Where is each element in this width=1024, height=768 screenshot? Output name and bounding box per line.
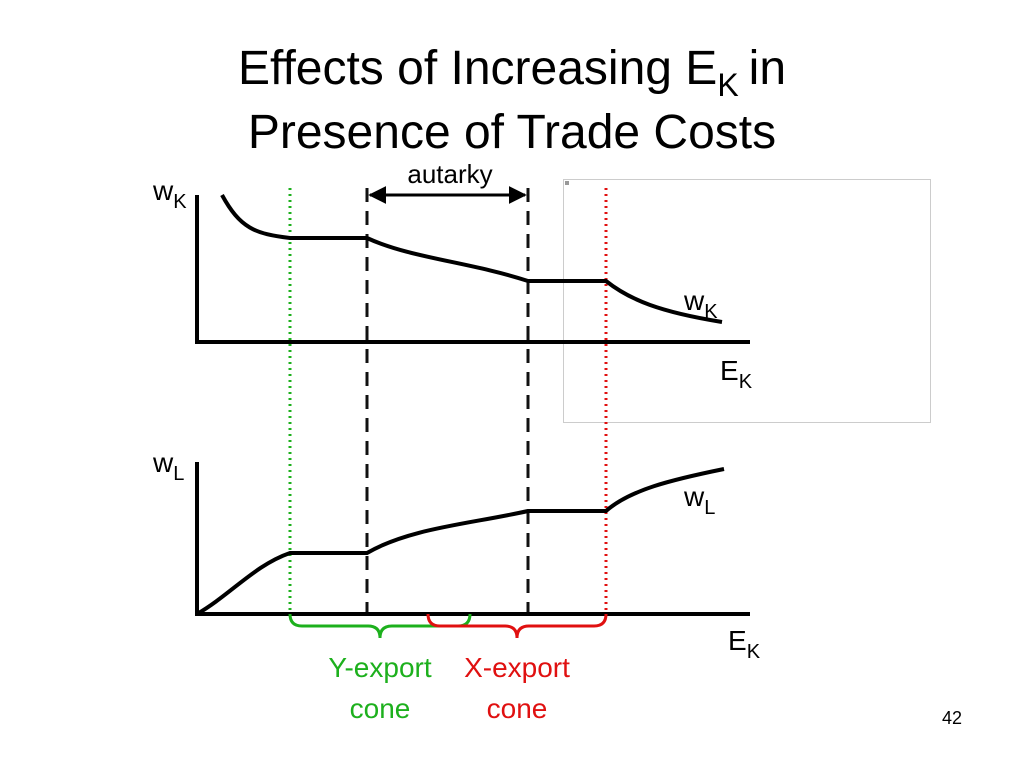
top-axes: [195, 195, 750, 344]
title-subscript: K: [717, 67, 738, 103]
x-axis-label: EK: [728, 625, 761, 663]
y-export-label: Y-export: [328, 652, 431, 683]
autarky-label: autarky: [407, 159, 492, 189]
title-line2: Presence of Trade Costs: [248, 106, 776, 159]
wl-curve: [196, 467, 725, 616]
y-axis-label: wK: [152, 175, 187, 213]
subscript: K: [704, 301, 718, 323]
symbol: w: [152, 175, 174, 206]
symbol: w: [152, 447, 174, 478]
symbol: w: [683, 481, 705, 512]
image-icon: [565, 181, 569, 185]
x-export-brace: [426, 613, 608, 639]
title-line1: Effects of Increasing EK in: [238, 42, 786, 103]
y-export-label: cone: [350, 693, 411, 724]
symbol: w: [683, 285, 705, 316]
image-placeholder: [563, 179, 931, 423]
title-text: in: [749, 42, 786, 95]
wk-curve: [220, 194, 723, 324]
x-export-label: X-export: [464, 652, 570, 683]
subscript: K: [173, 191, 187, 213]
symbol: E: [720, 355, 739, 386]
y-axis-label: wL: [152, 447, 184, 485]
curve-label: wL: [683, 481, 715, 519]
page-number: 42: [942, 708, 962, 728]
subscript: K: [747, 641, 761, 663]
subscript: K: [739, 371, 753, 393]
x-export-label: cone: [487, 693, 548, 724]
curve-label: wK: [683, 285, 718, 323]
subscript: L: [704, 497, 715, 519]
subscript: L: [173, 463, 184, 485]
x-axis-label: EK: [720, 355, 753, 393]
title-text: Effects of Increasing E: [238, 42, 717, 95]
symbol: E: [728, 625, 747, 656]
